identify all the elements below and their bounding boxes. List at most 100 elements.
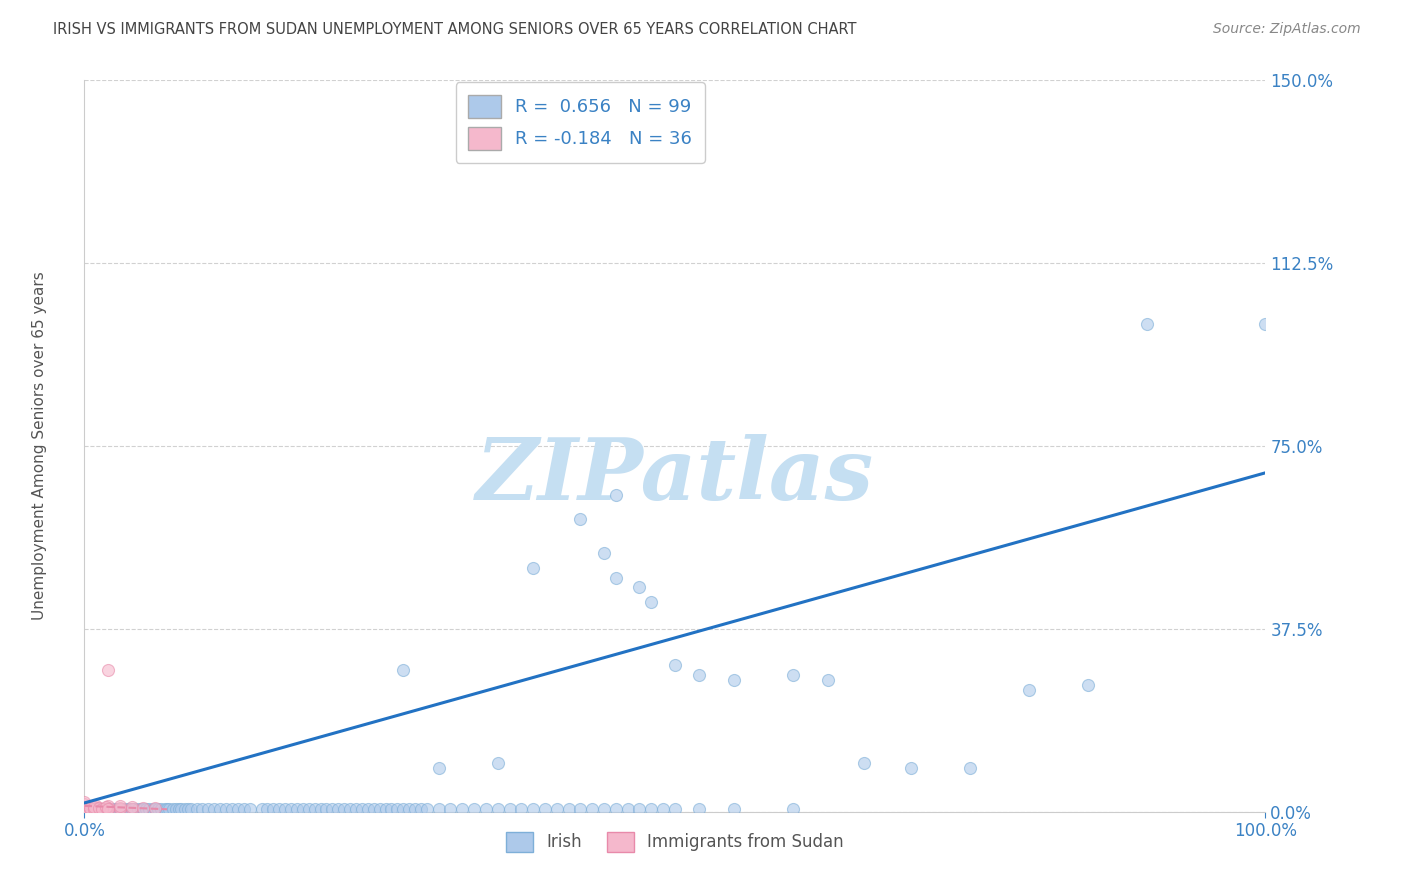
Point (605, 802, 627, 816)
Point (398, 802, 420, 816)
Point (262, 802, 284, 816)
Point (121, 802, 143, 816)
Point (817, 673, 839, 687)
Point (652, 802, 675, 816)
Point (97, 801, 120, 815)
Point (129, 802, 152, 816)
Text: IRISH VS IMMIGRANTS FROM SUDAN UNEMPLOYMENT AMONG SENIORS OVER 65 YEARS CORRELAT: IRISH VS IMMIGRANTS FROM SUDAN UNEMPLOYM… (53, 22, 856, 37)
Point (79, 802, 101, 816)
Point (664, 658, 686, 673)
Point (328, 802, 350, 816)
Point (84, 801, 107, 815)
Point (416, 802, 439, 816)
Point (226, 802, 249, 816)
Point (782, 802, 804, 816)
Text: Unemployment Among Seniors over 65 years: Unemployment Among Seniors over 65 years (32, 272, 46, 620)
Point (1077, 678, 1099, 692)
Point (73, 802, 96, 816)
Point (191, 802, 214, 816)
Point (285, 802, 308, 816)
Point (108, 802, 131, 816)
Point (79, 802, 101, 816)
Point (111, 802, 134, 816)
Point (350, 802, 373, 816)
Point (83, 802, 105, 816)
Point (546, 802, 568, 816)
Point (162, 802, 184, 816)
Point (239, 802, 262, 816)
Point (121, 800, 143, 814)
Point (142, 802, 165, 816)
Text: Source: ZipAtlas.com: Source: ZipAtlas.com (1213, 22, 1361, 37)
Point (605, 571, 627, 585)
Point (97, 798, 120, 813)
Point (108, 801, 131, 815)
Point (84, 802, 107, 816)
Point (73, 802, 96, 816)
Point (498, 802, 520, 816)
Point (73, 802, 96, 816)
Point (640, 595, 662, 609)
Point (256, 802, 278, 816)
Point (186, 802, 208, 816)
Point (73, 802, 96, 816)
Point (593, 802, 616, 816)
Point (232, 802, 254, 816)
Point (79, 801, 101, 815)
Point (392, 802, 415, 816)
Point (73, 802, 96, 816)
Point (640, 802, 662, 816)
Point (167, 802, 190, 816)
Point (91, 802, 114, 816)
Point (427, 802, 450, 816)
Point (522, 561, 544, 575)
Point (628, 581, 651, 595)
Point (118, 802, 141, 816)
Point (852, 756, 875, 770)
Point (202, 802, 225, 816)
Point (73, 795, 96, 809)
Point (84, 802, 107, 816)
Point (605, 488, 627, 502)
Point (280, 802, 302, 816)
Point (298, 802, 321, 816)
Point (150, 802, 173, 816)
Point (309, 802, 332, 816)
Point (616, 802, 638, 816)
Text: ZIPatlas: ZIPatlas (475, 434, 875, 517)
Point (315, 802, 337, 816)
Point (782, 668, 804, 682)
Point (73, 802, 96, 816)
Point (132, 802, 155, 816)
Point (97, 802, 120, 816)
Point (1254, 317, 1277, 331)
Point (97, 802, 120, 816)
Point (166, 802, 188, 816)
Point (107, 802, 129, 816)
Point (173, 802, 195, 816)
Point (387, 802, 409, 816)
Point (138, 802, 160, 816)
Point (569, 512, 592, 526)
Point (344, 802, 367, 816)
Point (156, 802, 179, 816)
Point (274, 802, 297, 816)
Point (73, 802, 96, 816)
Point (108, 802, 131, 816)
Point (581, 802, 603, 816)
Point (143, 802, 166, 816)
Point (94, 802, 117, 816)
Point (368, 802, 391, 816)
Point (451, 802, 474, 816)
Point (374, 802, 396, 816)
Point (557, 802, 579, 816)
Point (380, 802, 402, 816)
Point (157, 802, 180, 816)
Point (321, 802, 343, 816)
Point (122, 802, 145, 816)
Point (84, 798, 107, 813)
Point (97, 663, 120, 677)
Point (357, 802, 380, 816)
Point (628, 802, 651, 816)
Point (723, 802, 745, 816)
